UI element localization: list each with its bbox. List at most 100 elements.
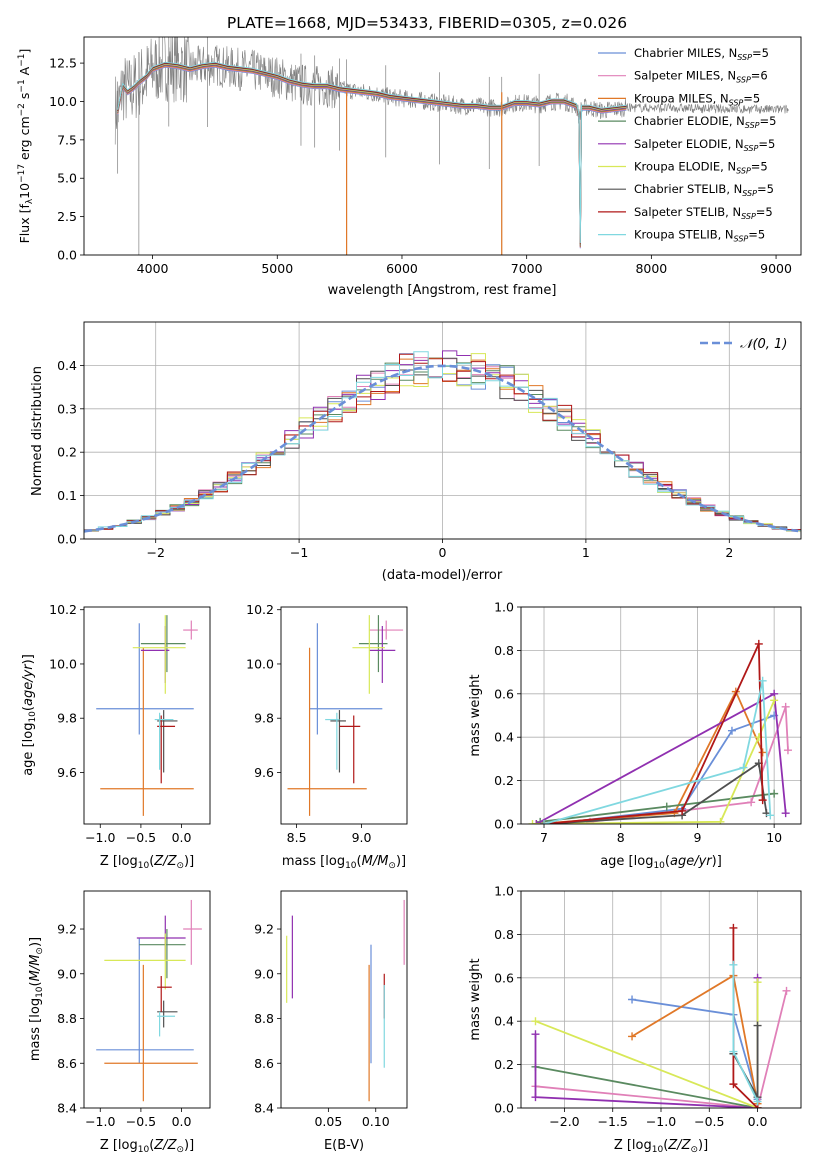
spectrum-xlabel: wavelength [Angstrom, rest frame] bbox=[328, 283, 557, 298]
weight-vs-Z-lines bbox=[531, 923, 791, 1108]
observed-spectrum bbox=[114, 37, 789, 145]
weight-line-chabrier-elodie bbox=[535, 1065, 758, 1108]
errorbar-point bbox=[139, 929, 186, 979]
model-spectrum-chabrier-stelib bbox=[117, 62, 627, 245]
model-spectrum-salpeter-stelib bbox=[117, 62, 627, 244]
age-vs-Z-axes: −1.0 −0.5 0.0 9.6 9.8 10.0 10.2 bbox=[49, 602, 191, 845]
errorbar-point bbox=[157, 710, 178, 773]
x-tick-label: −2 bbox=[146, 545, 164, 560]
model-spectrum-salpeter-miles bbox=[117, 65, 627, 248]
weight-marker bbox=[758, 748, 767, 757]
weight-marker bbox=[729, 923, 738, 932]
y-tick-label: 0.8 bbox=[494, 643, 514, 658]
legend-entry: 𝒩(0, 1) bbox=[740, 337, 787, 352]
age-vs-mass-axes: 8.5 9.0 9.6 9.8 10.0 10.2 bbox=[246, 602, 371, 845]
figure-title: PLATE=1668, MJD=53433, FIBERID=0305, z=0… bbox=[227, 14, 627, 32]
y-tick-label: 9.8 bbox=[57, 711, 77, 726]
weight-marker bbox=[770, 789, 779, 798]
y-tick-label: 0.2 bbox=[494, 773, 514, 788]
y-tick-label: 0.3 bbox=[57, 401, 77, 416]
model-spectrum-kroupa-miles bbox=[117, 65, 627, 248]
weight-line-kroupa-stelib bbox=[543, 680, 772, 824]
errorbar-point bbox=[104, 933, 186, 990]
errorbar-point bbox=[157, 1011, 176, 1037]
weight-marker bbox=[782, 986, 791, 995]
x-tick-label: 0.0 bbox=[172, 830, 192, 845]
legend-entry: Salpeter MILES, NSSP=6 bbox=[634, 69, 768, 85]
legend-entry: Salpeter ELODIE, NSSP=5 bbox=[634, 137, 775, 153]
weight-marker bbox=[758, 796, 767, 805]
x-tick-label: −2.0 bbox=[549, 1114, 579, 1129]
errorbar-point bbox=[140, 615, 186, 673]
y-tick-label: 7.5 bbox=[57, 132, 77, 147]
age-vs-mass-points bbox=[287, 615, 404, 816]
weight-marker bbox=[754, 639, 763, 648]
x-tick-label: 9 bbox=[693, 830, 701, 845]
y-tick-label: 9.0 bbox=[254, 966, 274, 981]
weight-marker bbox=[628, 1032, 637, 1041]
weight-vs-Z-xlabel: Z [log10(Z/Z⊙)] bbox=[614, 1138, 708, 1155]
mass-vs-Z-xlabel: Z [log10(Z/Z⊙)] bbox=[100, 1138, 194, 1155]
x-tick-label: 0.05 bbox=[314, 1114, 342, 1129]
x-tick-label: 8.5 bbox=[287, 830, 307, 845]
spectrum-frame bbox=[83, 36, 802, 256]
weight-marker bbox=[781, 702, 790, 711]
y-tick-label: 0.4 bbox=[494, 730, 514, 745]
legend-entry: Chabrier STELIB, NSSP=5 bbox=[634, 182, 774, 198]
x-tick-label: −1 bbox=[290, 545, 308, 560]
weight-vs-age-frame bbox=[520, 606, 802, 825]
mass-vs-Z-axes: −1.0 −0.5 0.0 8.4 8.6 8.8 9.0 9.2 bbox=[57, 922, 191, 1129]
x-tick-label: 9000 bbox=[760, 261, 792, 276]
residuals-frame bbox=[83, 321, 802, 540]
mass-vs-Z-frame bbox=[83, 890, 211, 1109]
x-tick-label: 7000 bbox=[511, 261, 543, 276]
y-tick-label: 9.6 bbox=[254, 765, 274, 780]
weight-marker bbox=[531, 1093, 540, 1102]
errorbar-point bbox=[369, 620, 404, 640]
errorbar-point bbox=[132, 615, 186, 694]
errorbar-point bbox=[352, 615, 385, 694]
y-tick-label: 0.6 bbox=[494, 970, 514, 985]
weight-marker bbox=[747, 798, 756, 807]
x-tick-label: 6000 bbox=[386, 261, 418, 276]
age-vs-Z-xlabel: Z [log10(Z/Z⊙)] bbox=[100, 854, 194, 871]
errorbar-point bbox=[183, 620, 198, 640]
y-tick-label: 9.8 bbox=[254, 711, 274, 726]
residuals-axes: −2 −1 0 1 2 0.0 0.1 0.2 0.3 0.4 bbox=[57, 322, 801, 560]
weight-marker bbox=[727, 726, 736, 735]
normal-curve bbox=[84, 364, 799, 533]
errorbar-point bbox=[369, 625, 396, 683]
errorbar-point bbox=[96, 623, 194, 735]
x-tick-label: 1 bbox=[582, 545, 590, 560]
weight-marker bbox=[528, 820, 537, 824]
age-vs-mass-frame bbox=[280, 606, 408, 825]
errorbar-point bbox=[154, 712, 174, 770]
y-tick-label: 1.0 bbox=[494, 600, 514, 615]
weight-vs-Z-frame bbox=[520, 890, 802, 1109]
y-tick-label: 0.8 bbox=[494, 927, 514, 942]
y-tick-label: 9.6 bbox=[57, 765, 77, 780]
y-tick-label: 8.6 bbox=[57, 1056, 77, 1071]
hist-kroupa-stelib bbox=[84, 351, 801, 534]
y-tick-label: 0.0 bbox=[494, 817, 514, 832]
weight-marker bbox=[729, 1080, 738, 1089]
spectrum-ylabel: Flux [fλ10−17 erg cm−2 s−1 A−1] bbox=[17, 49, 35, 244]
y-tick-label: 8.8 bbox=[57, 1011, 77, 1026]
x-tick-label: −0.5 bbox=[126, 830, 156, 845]
weight-vs-age-lines bbox=[528, 639, 792, 824]
weight-marker bbox=[531, 1017, 540, 1026]
x-tick-label: −1.0 bbox=[85, 1114, 115, 1129]
mass-vs-ebv-axes: 0.05 0.10 8.4 8.6 8.8 9.0 9.2 bbox=[254, 922, 390, 1129]
weight-marker bbox=[753, 1097, 762, 1106]
y-tick-label: 0.0 bbox=[494, 1101, 514, 1116]
model-spectrum-kroupa-stelib bbox=[117, 61, 627, 244]
errorbar-point bbox=[339, 715, 361, 784]
legend-entry: Kroupa MILES, NSSP=5 bbox=[634, 91, 760, 107]
x-tick-label: −0.5 bbox=[126, 1114, 156, 1129]
weight-marker bbox=[781, 809, 790, 818]
y-tick-label: 8.8 bbox=[254, 1011, 274, 1026]
y-tick-label: 12.5 bbox=[49, 56, 77, 71]
mass-vs-Z-points bbox=[96, 899, 202, 1102]
residual-histograms bbox=[84, 350, 801, 534]
